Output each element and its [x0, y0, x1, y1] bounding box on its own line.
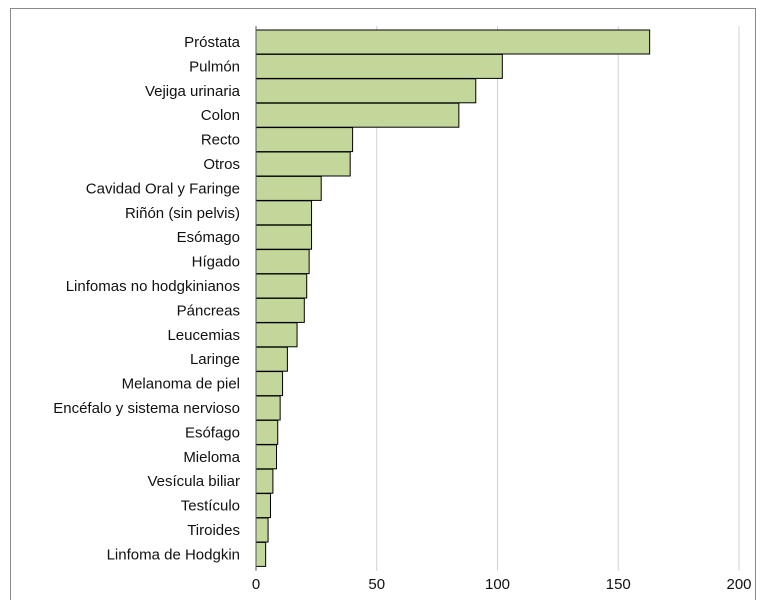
- category-label: Linfoma de Hodgkin: [107, 546, 240, 563]
- category-label: Leucemias: [167, 327, 240, 344]
- bar-8: [255, 224, 313, 250]
- bar-12: [255, 322, 298, 348]
- category-label: Esómago: [177, 229, 240, 246]
- x-tick-label: 0: [252, 576, 260, 593]
- bar-13: [255, 346, 288, 372]
- category-label: Testículo: [181, 498, 240, 515]
- category-label: Encéfalo y sistema nervioso: [53, 400, 240, 417]
- bar-19: [255, 493, 271, 519]
- category-label: Esófago: [185, 424, 240, 441]
- bar-20: [255, 517, 269, 543]
- category-label: Melanoma de piel: [122, 376, 240, 393]
- x-tick-label: 50: [368, 576, 385, 593]
- category-label: Pulmón: [189, 58, 240, 75]
- category-label: Laringe: [190, 351, 240, 368]
- bars: [255, 29, 651, 567]
- category-label: Riñón (sin pelvis): [125, 205, 240, 222]
- category-label: Próstata: [184, 34, 241, 51]
- bar-11: [255, 297, 305, 323]
- category-label: Vesícula biliar: [147, 473, 240, 490]
- category-label: Hígado: [192, 254, 240, 271]
- bar-0: [255, 29, 651, 55]
- category-label: Vejiga urinaria: [145, 83, 241, 100]
- bar-15: [255, 395, 281, 421]
- category-label: Cavidad Oral y Faringe: [86, 180, 240, 197]
- x-tick-label: 100: [485, 576, 510, 593]
- x-tick-label: 200: [726, 576, 751, 593]
- category-label: Colon: [201, 107, 240, 124]
- bar-18: [255, 468, 274, 494]
- category-label: Tiroides: [187, 522, 240, 539]
- bar-17: [255, 444, 278, 470]
- category-label: Linfomas no hodgkinianos: [66, 278, 240, 295]
- category-labels: Próstata Pulmón Vejiga urinaria Colon Recto O…: [53, 34, 240, 563]
- bar-3: [255, 102, 460, 128]
- category-label: Recto: [201, 132, 240, 149]
- bar-10: [255, 273, 308, 299]
- category-label: Páncreas: [177, 302, 240, 319]
- category-label: Mieloma: [183, 449, 240, 466]
- bar-9: [255, 249, 310, 275]
- bar-2: [255, 78, 477, 104]
- bar-4: [255, 127, 354, 153]
- x-tick-label: 150: [606, 576, 631, 593]
- category-label: Otros: [203, 156, 240, 173]
- x-tick-labels: 0 50 100 150 200: [252, 576, 752, 593]
- bar-1: [255, 53, 503, 79]
- bar-21: [255, 541, 267, 567]
- bar-14: [255, 371, 284, 397]
- bar-7: [255, 200, 313, 226]
- bar-5: [255, 151, 351, 177]
- bar-16: [255, 419, 279, 445]
- bar-6: [255, 175, 322, 201]
